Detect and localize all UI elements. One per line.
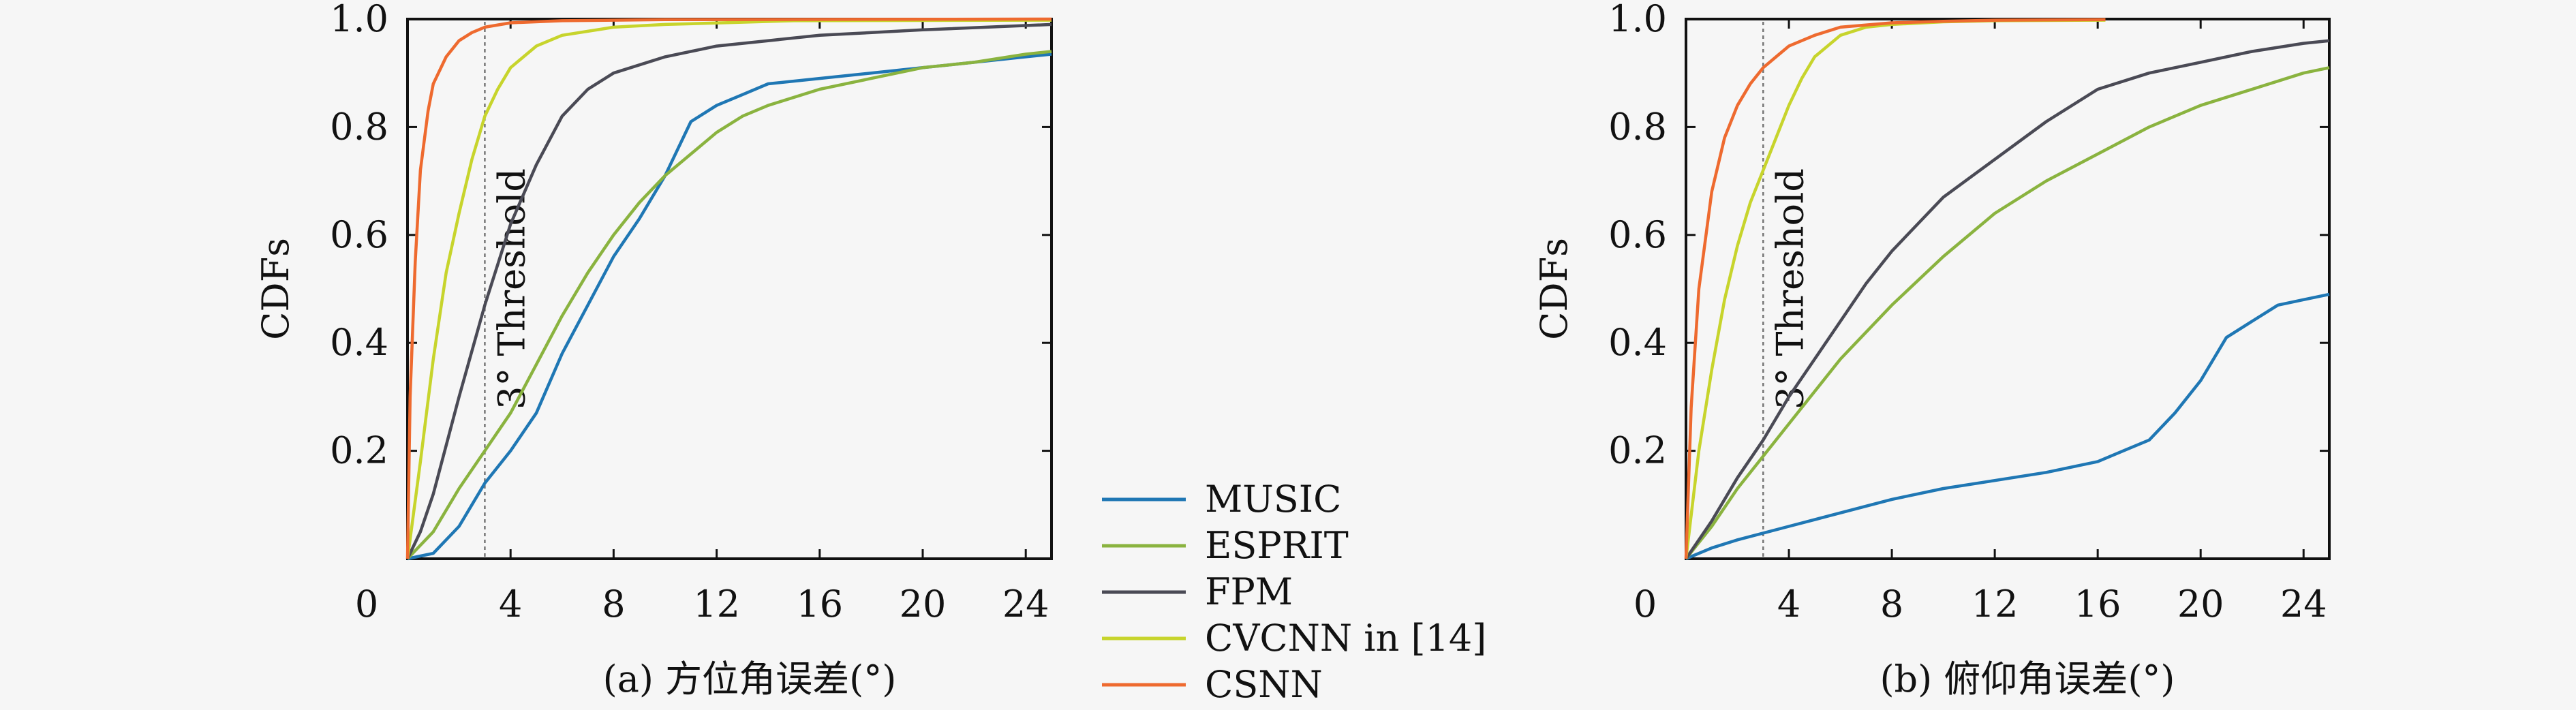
y-tick-label: 0.8 bbox=[330, 105, 388, 148]
x-tick-label: 12 bbox=[1972, 583, 2019, 626]
series-line-csnn bbox=[1684, 18, 2106, 559]
legend-label-cvcnn-in-14: CVCNN in [14] bbox=[1205, 617, 1486, 660]
x-tick-label: 8 bbox=[1880, 583, 1903, 626]
series-line-esprit bbox=[406, 50, 1052, 560]
panel-b-elevation-error: 0.2 0.4 0.6 0.8 1.0 0 4 8 12 16 20 24 CDFs 3° Thresho… bbox=[1533, 0, 2331, 700]
panel-a-azimuth-error: 0.2 0.4 0.6 0.8 1.0 0 4 8 12 16 20 24 CDFs 3° Thresho… bbox=[254, 0, 1053, 700]
legend-label-esprit: ESPRIT bbox=[1205, 524, 1349, 567]
x-tick-label: 8 bbox=[602, 583, 625, 626]
x-tick-label: 4 bbox=[1777, 583, 1800, 626]
x-tick-label: 4 bbox=[499, 583, 522, 626]
x-tick-label: 16 bbox=[2074, 583, 2121, 626]
y-tick-label: 0.4 bbox=[1608, 321, 1667, 364]
series-line-fpm bbox=[1685, 39, 2330, 560]
y-tick-label: 0.4 bbox=[330, 321, 388, 364]
y-tick-label: 0.6 bbox=[1608, 213, 1667, 256]
y-tick-label: 0.8 bbox=[1608, 105, 1667, 148]
y-tick-label: 1.0 bbox=[1608, 0, 1667, 40]
y-tick-label: 1.0 bbox=[330, 0, 388, 40]
series-line-esprit bbox=[1685, 66, 2330, 560]
threshold-annotation: 3° Threshold bbox=[490, 168, 533, 410]
y-tick-label: 0.2 bbox=[1608, 429, 1667, 472]
threshold-annotation: 3° Threshold bbox=[1768, 168, 1811, 410]
y-axis-label: CDFs bbox=[1533, 238, 1576, 340]
y-tick-label: 0.2 bbox=[330, 429, 388, 472]
y-tick-label: 0.6 bbox=[330, 213, 388, 256]
legend-label-csnn: CSNN bbox=[1205, 663, 1323, 706]
panel-caption: (a) 方位角误差(°) bbox=[603, 658, 897, 700]
legend-label-fpm: FPM bbox=[1205, 570, 1293, 613]
x-tick-label: 20 bbox=[2177, 583, 2224, 626]
x-tick-label: 0 bbox=[355, 583, 378, 626]
x-tick-label: 24 bbox=[2280, 583, 2327, 626]
legend-label-music: MUSIC bbox=[1205, 478, 1341, 521]
x-tick-label: 20 bbox=[900, 583, 947, 626]
panel-caption: (b) 俯仰角误差(°) bbox=[1880, 658, 2175, 700]
series-line-cvcnn-in-14 bbox=[1684, 18, 2106, 559]
series-line-csnn bbox=[405, 17, 1052, 559]
x-tick-label: 16 bbox=[796, 583, 843, 626]
x-tick-label: 12 bbox=[693, 583, 740, 626]
series-line-fpm bbox=[405, 22, 1052, 559]
y-axis-label: CDFs bbox=[254, 238, 297, 340]
series-line-music bbox=[1685, 292, 2330, 561]
x-tick-label: 0 bbox=[1634, 583, 1657, 626]
x-tick-label: 24 bbox=[1002, 583, 1049, 626]
series-line-cvcnn-in-14 bbox=[405, 18, 1052, 559]
